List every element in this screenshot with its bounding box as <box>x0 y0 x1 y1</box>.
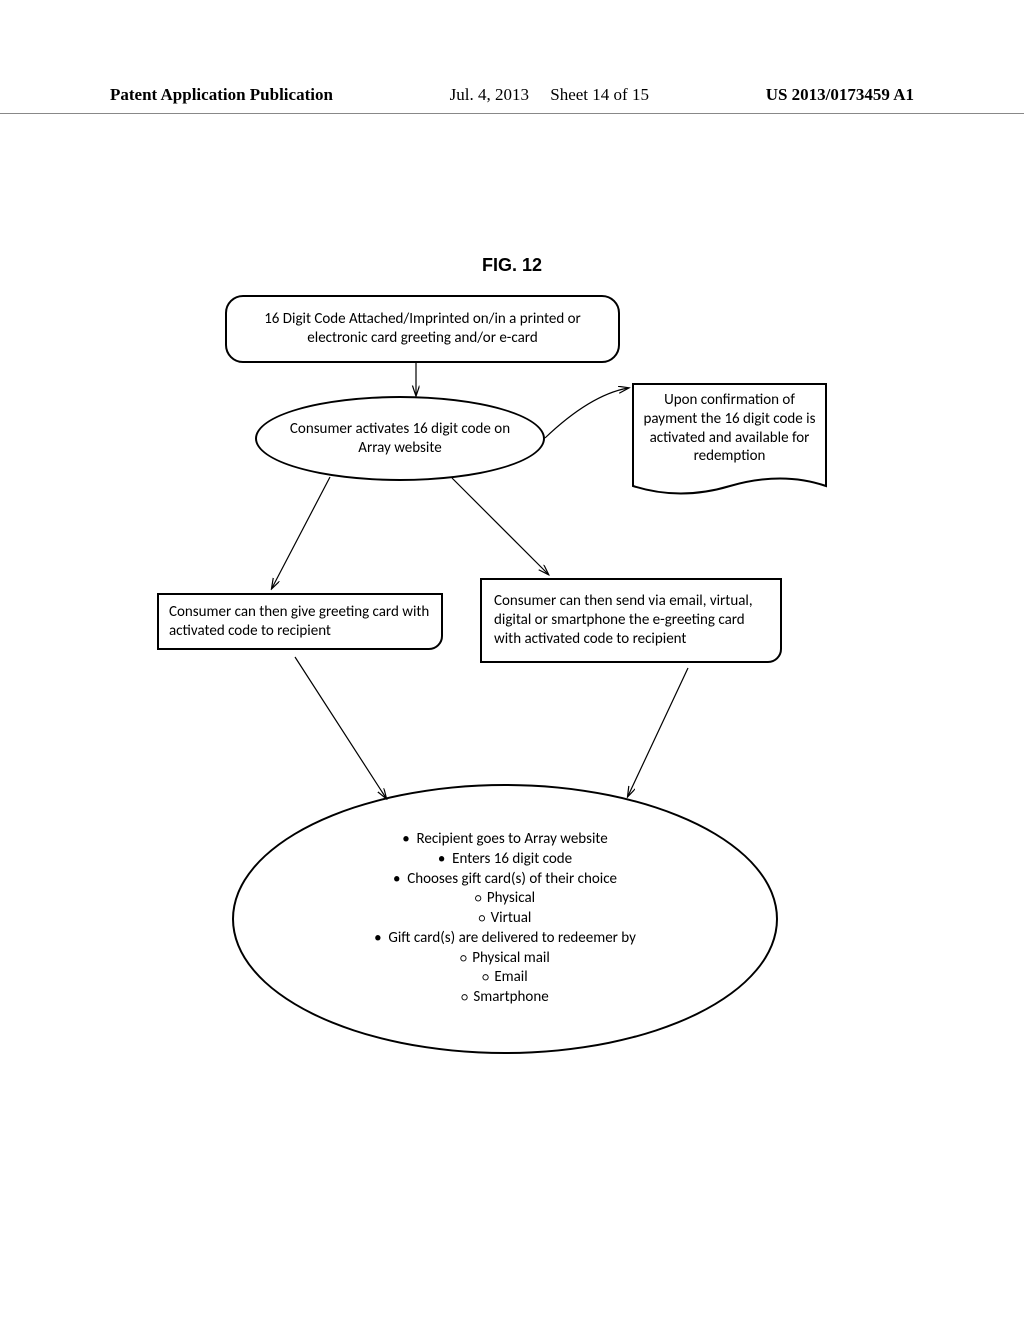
header-center: Jul. 4, 2013 Sheet 14 of 15 <box>450 85 649 105</box>
node-give-physical-text: Consumer can then give greeting card wit… <box>169 603 431 641</box>
recipient-b3: Chooses gift card(s) of their choice <box>374 870 636 890</box>
node-consumer-activates: Consumer activates 16 digit code on Arra… <box>255 396 545 481</box>
recipient-b4a: Physical mail <box>374 949 636 969</box>
node-code-imprinted: 16 Digit Code Attached/Imprinted on/in a… <box>225 295 620 363</box>
node-payment-confirm-text: Upon confirmation of payment the 16 digi… <box>640 391 819 466</box>
node-send-digital-text: Consumer can then send via email, virtua… <box>494 592 768 648</box>
node-code-imprinted-text: 16 Digit Code Attached/Imprinted on/in a… <box>247 310 598 348</box>
node-consumer-activates-text: Consumer activates 16 digit code on Arra… <box>285 420 515 458</box>
node-recipient-content: Recipient goes to Array website Enters 1… <box>374 830 636 1008</box>
recipient-b3b: Virtual <box>374 909 636 929</box>
recipient-b4c: Smartphone <box>374 988 636 1008</box>
header-sheet: Sheet 14 of 15 <box>550 85 649 104</box>
header-left: Patent Application Publication <box>110 85 333 105</box>
node-send-digital: Consumer can then send via email, virtua… <box>480 578 782 663</box>
node-payment-confirm: Upon confirmation of payment the 16 digi… <box>632 383 827 505</box>
recipient-b1: Recipient goes to Array website <box>374 830 636 850</box>
figure-title: FIG. 12 <box>0 255 1024 276</box>
page-header: Patent Application Publication Jul. 4, 2… <box>0 85 1024 114</box>
recipient-b4: Gift card(s) are delivered to redeemer b… <box>374 929 636 949</box>
node-give-physical: Consumer can then give greeting card wit… <box>157 593 443 650</box>
recipient-b3a: Physical <box>374 889 636 909</box>
recipient-b2: Enters 16 digit code <box>374 850 636 870</box>
recipient-b4b: Email <box>374 968 636 988</box>
header-right: US 2013/0173459 A1 <box>766 85 914 105</box>
header-date: Jul. 4, 2013 <box>450 85 529 104</box>
node-recipient: Recipient goes to Array website Enters 1… <box>232 784 778 1054</box>
